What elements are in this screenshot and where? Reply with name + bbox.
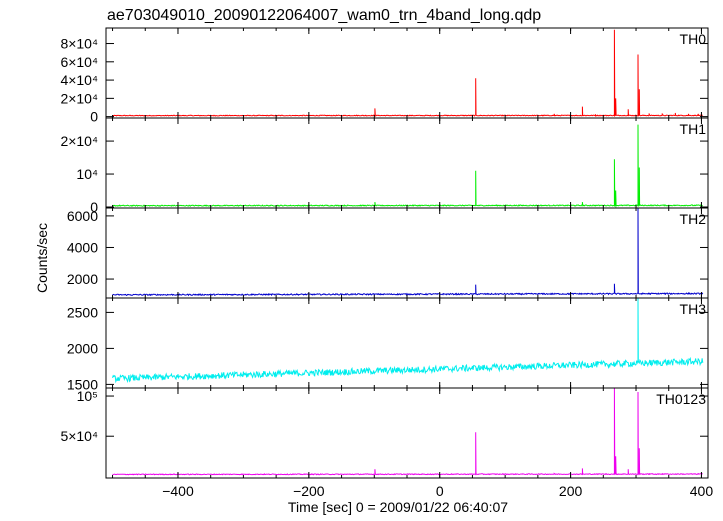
y-tick-label: 0 — [90, 109, 98, 125]
panel-th1: TH1 0 10⁴ 2×10⁴ — [60, 117, 709, 215]
x-tick-label: 0 — [436, 483, 444, 499]
x-tick-label: 400 — [690, 483, 714, 499]
y-tick-label: 4000 — [67, 239, 98, 255]
x-tick-label: −200 — [293, 483, 325, 499]
x-tick-label: −400 — [162, 483, 194, 499]
y-tick-label: 2×10⁴ — [60, 90, 98, 106]
x-axis-label: Time [sec] 0 = 2009/01/22 06:40:07 — [288, 499, 508, 515]
panel-label-th1: TH1 — [680, 121, 707, 137]
panel-frame — [105, 117, 709, 209]
series-line-th3 — [112, 297, 704, 384]
series-line-th1 — [112, 124, 703, 208]
y-tick-label: 6000 — [67, 208, 98, 224]
panel-label-th2: TH2 — [680, 211, 707, 227]
y-tick-label: 5×10⁴ — [60, 428, 98, 444]
panel-label-th3: TH3 — [680, 301, 707, 317]
series-line-th0123 — [112, 387, 703, 476]
y-tick-label: 2500 — [67, 304, 98, 320]
panel-th0: TH0 0 2×10⁴ 4×10⁴ 6×10⁴ 8×10⁴ — [60, 27, 709, 125]
panels-group: TH0 0 2×10⁴ 4×10⁴ 6×10⁴ 8×10⁴ TH1 0 10⁴ 2×10⁴ TH2 2… — [60, 27, 714, 499]
panel-th0123: TH0123 5×10⁴ 10⁵ — [60, 387, 709, 479]
panel-label-th0: TH0 — [680, 31, 707, 47]
y-tick-label: 6×10⁴ — [60, 54, 98, 70]
y-tick-label: 10⁵ — [77, 388, 98, 404]
y-tick-label: 10⁴ — [76, 166, 98, 182]
x-tick-label: 200 — [559, 483, 583, 499]
panel-label-th0123: TH0123 — [656, 391, 706, 407]
y-tick-label: 8×10⁴ — [60, 36, 98, 52]
y-tick-label: 2000 — [67, 271, 98, 287]
y-tick-label: 1500 — [67, 376, 98, 392]
panel-frame — [105, 387, 709, 479]
y-tick-label: 0 — [90, 199, 98, 215]
panel-frame — [105, 27, 709, 119]
panel-th3: TH3 1500 2000 2500 — [67, 297, 709, 392]
panel-frame — [105, 297, 709, 389]
series-line-th2 — [112, 207, 704, 297]
y-axis-label: Counts/sec — [34, 223, 50, 293]
y-tick-label: 4×10⁴ — [60, 72, 98, 88]
panel-th2: TH2 2000 4000 6000 — [67, 207, 709, 299]
plot-title: ae703049010_20090122064007_wam0_trn_4ban… — [107, 7, 541, 24]
series-line-th0 — [112, 29, 703, 117]
y-tick-label: 2000 — [67, 340, 98, 356]
y-tick-label: 2×10⁴ — [60, 133, 98, 149]
panel-frame — [105, 207, 709, 299]
